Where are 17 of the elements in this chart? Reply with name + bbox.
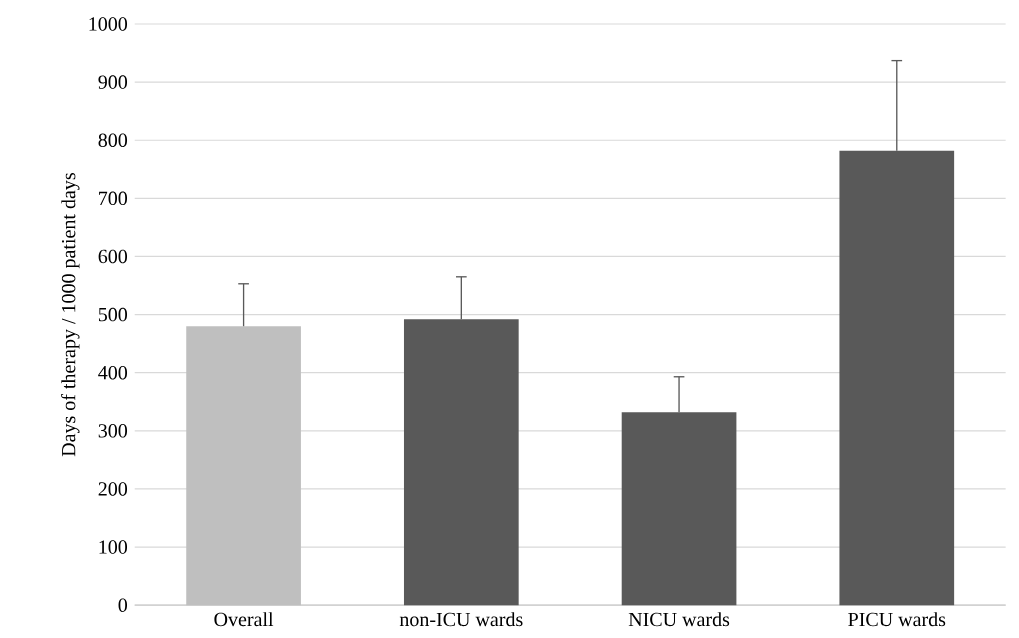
y-tick-label: 500 [98,307,128,322]
x-tick-label: NICU wards [628,612,730,627]
y-tick-label: 700 [99,191,128,205]
x-tick-label: Overall [214,612,274,627]
y-tick-label: 300 [98,423,128,438]
x-tick-label: non-ICU wards [399,612,523,627]
y-axis-title: Days of therapy / 1000 patient days [61,172,80,457]
y-tick-label: 100 [99,540,128,554]
y-tick-label: 0 [118,598,128,612]
bar [186,326,301,606]
y-tick-label: 600 [98,249,128,264]
y-tick-label: 200 [98,482,128,496]
x-tick-label: PICU wards [848,612,946,627]
y-tick-label: 400 [98,365,128,380]
y-tick-label: 800 [98,133,128,147]
y-tick-label: 900 [98,75,128,89]
y-tick-label: 1000 [89,17,128,31]
